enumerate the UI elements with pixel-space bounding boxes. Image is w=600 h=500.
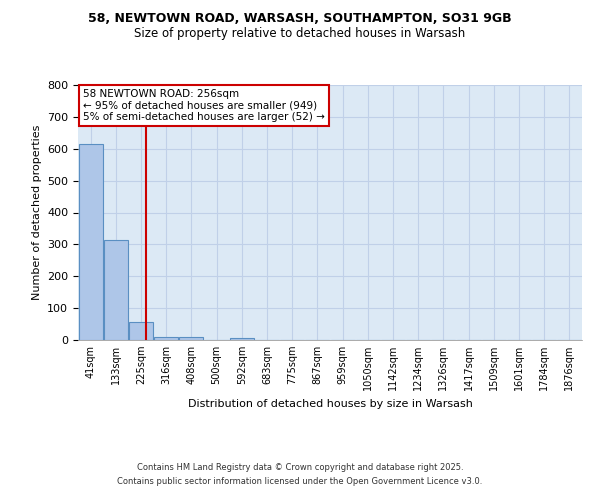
Text: 58 NEWTOWN ROAD: 256sqm
← 95% of detached houses are smaller (949)
5% of semi-de: 58 NEWTOWN ROAD: 256sqm ← 95% of detache… <box>83 89 325 122</box>
Bar <box>179 337 203 340</box>
Bar <box>104 240 128 340</box>
Text: Contains HM Land Registry data © Crown copyright and database right 2025.: Contains HM Land Registry data © Crown c… <box>137 464 463 472</box>
Bar <box>79 144 103 340</box>
Text: 58, NEWTOWN ROAD, WARSASH, SOUTHAMPTON, SO31 9GB: 58, NEWTOWN ROAD, WARSASH, SOUTHAMPTON, … <box>88 12 512 26</box>
Text: Size of property relative to detached houses in Warsash: Size of property relative to detached ho… <box>134 28 466 40</box>
Bar <box>129 322 153 340</box>
X-axis label: Distribution of detached houses by size in Warsash: Distribution of detached houses by size … <box>188 398 472 408</box>
Y-axis label: Number of detached properties: Number of detached properties <box>32 125 41 300</box>
Bar <box>230 338 254 340</box>
Bar <box>154 338 178 340</box>
Text: Contains public sector information licensed under the Open Government Licence v3: Contains public sector information licen… <box>118 477 482 486</box>
